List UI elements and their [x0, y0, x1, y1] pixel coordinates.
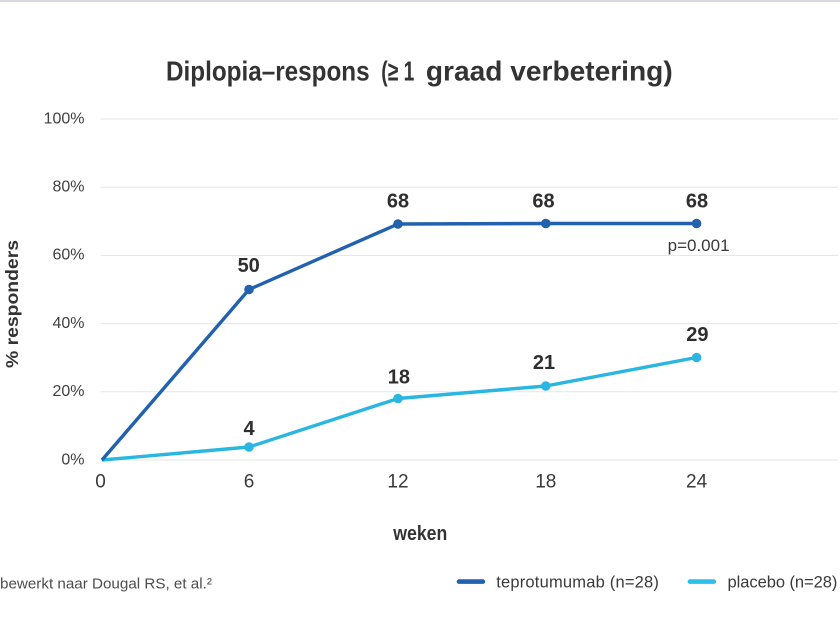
svg-text:Diplopia–respons: Diplopia–respons: [166, 55, 370, 86]
svg-text:18: 18: [535, 472, 556, 493]
svg-text:21: 21: [533, 352, 555, 374]
svg-text:68: 68: [532, 191, 554, 213]
svg-text:% responders: % responders: [2, 240, 22, 368]
svg-text:20%: 20%: [52, 383, 84, 400]
svg-text:0%: 0%: [61, 451, 84, 468]
svg-text:bewerkt naar Dougal RS, et al.: bewerkt naar Dougal RS, et al.²: [0, 576, 212, 593]
svg-text:placebo (n=28): placebo (n=28): [728, 574, 838, 592]
svg-text:68: 68: [686, 191, 708, 213]
svg-text:0: 0: [95, 472, 106, 493]
svg-text:40%: 40%: [52, 315, 84, 332]
svg-text:12: 12: [387, 472, 408, 493]
svg-text:50: 50: [238, 255, 260, 277]
svg-text:(≥ 1: (≥ 1: [381, 55, 414, 86]
svg-text:100%: 100%: [44, 110, 85, 127]
svg-text:weken: weken: [392, 522, 447, 545]
svg-text:29: 29: [686, 324, 708, 346]
svg-text:4: 4: [243, 418, 255, 440]
svg-text:24: 24: [686, 472, 708, 493]
svg-text:6: 6: [244, 472, 255, 493]
svg-text:p=0.001: p=0.001: [668, 236, 730, 255]
svg-text:60%: 60%: [52, 247, 84, 264]
svg-text:68: 68: [387, 191, 409, 213]
svg-text:18: 18: [388, 366, 410, 388]
svg-text:graad verbetering): graad verbetering): [426, 55, 673, 86]
svg-text:teprotumumab (n=28): teprotumumab (n=28): [496, 574, 659, 592]
svg-text:80%: 80%: [52, 179, 84, 196]
